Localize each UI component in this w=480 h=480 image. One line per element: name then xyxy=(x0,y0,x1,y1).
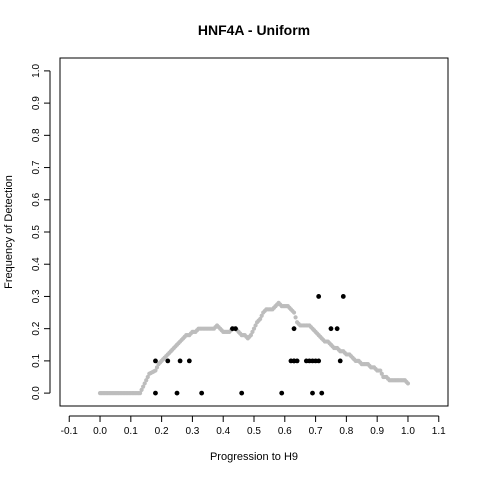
smoothed-point xyxy=(379,371,384,376)
smoothed-point xyxy=(250,329,255,334)
x-axis-label: Progression to H9 xyxy=(210,451,298,463)
observed-points xyxy=(153,294,346,396)
smoothed-point xyxy=(251,326,257,331)
x-tick-label: 0.0 xyxy=(93,426,107,437)
observed-point xyxy=(291,326,297,332)
observed-point xyxy=(174,390,180,396)
observed-point xyxy=(294,358,300,364)
observed-point xyxy=(310,390,315,396)
observed-point xyxy=(316,294,322,299)
smoothed-point xyxy=(142,381,147,386)
observed-point xyxy=(279,390,285,396)
smoothed-point xyxy=(153,368,158,373)
plot-frame xyxy=(59,57,449,407)
x-tick-label: -0.1 xyxy=(61,426,79,437)
smoothed-point xyxy=(259,313,264,318)
smoothed-point xyxy=(293,315,298,320)
x-tick-label: 0.6 xyxy=(278,426,292,437)
smoothed-point xyxy=(291,310,297,315)
smoothed-point xyxy=(405,381,411,386)
x-tick-label: 0.1 xyxy=(124,426,138,437)
y-tick-label: 0.6 xyxy=(31,192,42,206)
observed-point xyxy=(316,358,322,364)
y-tick-label: 0.5 xyxy=(31,225,42,239)
x-tick-label: 0.3 xyxy=(185,426,199,437)
smoothed-point xyxy=(378,368,383,373)
smoothed-point xyxy=(145,374,150,380)
observed-point xyxy=(334,326,340,332)
smoothed-point xyxy=(253,323,258,328)
y-axis-label: Frequency of Detection xyxy=(3,175,15,289)
y-tick-label: 0.2 xyxy=(31,321,42,335)
smoothed-point xyxy=(248,333,254,338)
smoothed-point xyxy=(139,387,144,392)
chart-title: HNF4A - Uniform xyxy=(198,22,310,38)
smoothed-point xyxy=(154,365,160,370)
x-tick-label: 0.9 xyxy=(370,426,384,437)
observed-point xyxy=(186,358,192,364)
y-tick-label: 0.4 xyxy=(31,257,42,271)
observed-point xyxy=(340,294,346,299)
smoothed-point xyxy=(144,378,149,383)
y-axis: 0.0 0.1 0.2 0.3 0.4 0.5 0.6 0.7 0.8 0.9 1.0 xyxy=(31,64,51,400)
y-tick-label: 0.3 xyxy=(31,289,42,303)
y-tick-label: 0.0 xyxy=(31,386,42,400)
observed-point xyxy=(177,358,183,364)
x-tick-label: 0.8 xyxy=(339,426,353,437)
observed-point xyxy=(337,358,343,364)
observed-point xyxy=(233,326,238,332)
x-axis: -0.1 0.0 0.1 0.2 0.3 0.4 0.5 0.6 0.7 0.8 0.9 1.0 1.1 xyxy=(61,415,446,437)
smoothed-point xyxy=(137,391,143,396)
observed-point xyxy=(153,358,158,364)
y-tick-label: 0.1 xyxy=(31,354,42,368)
y-tick-label: 0.8 xyxy=(31,128,42,142)
x-tick-label: 0.4 xyxy=(216,426,230,437)
smoothed-point xyxy=(141,384,146,389)
observed-point xyxy=(165,358,171,364)
x-tick-label: 0.5 xyxy=(247,426,261,437)
observed-point xyxy=(319,390,325,396)
y-tick-label: 0.9 xyxy=(31,96,42,110)
observed-point xyxy=(153,390,158,396)
observed-point xyxy=(199,390,205,396)
smoothed-point xyxy=(258,316,263,322)
x-tick-label: 1.1 xyxy=(432,426,446,437)
observed-point xyxy=(328,326,334,332)
x-tick-label: 0.7 xyxy=(309,426,323,437)
x-tick-label: 0.2 xyxy=(155,426,169,437)
y-tick-label: 0.7 xyxy=(31,160,42,174)
y-tick-label: 1.0 xyxy=(31,64,42,78)
observed-point xyxy=(239,390,245,396)
x-tick-label: 1.0 xyxy=(401,426,415,437)
